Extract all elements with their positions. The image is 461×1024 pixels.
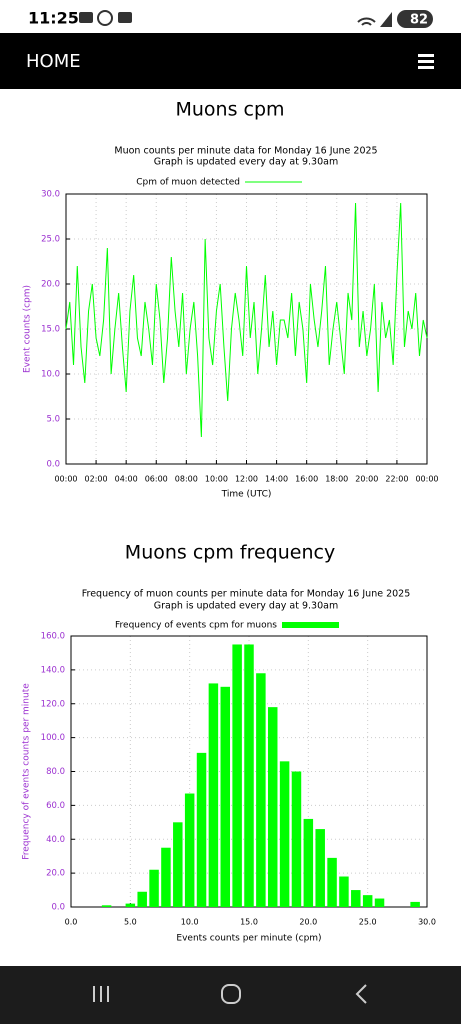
legend-label: Frequency of events cpm for muons bbox=[115, 621, 277, 631]
menu-button[interactable] bbox=[418, 54, 434, 69]
recents-button[interactable] bbox=[93, 986, 109, 1002]
histogram-bar bbox=[208, 683, 219, 907]
header-title[interactable]: HOME bbox=[26, 51, 81, 72]
y-axis-label: Event counts (cpm) bbox=[23, 285, 33, 373]
histogram-bar bbox=[256, 673, 266, 907]
histogram-bar bbox=[374, 898, 385, 907]
legend-swatch bbox=[282, 622, 339, 628]
x-tick-label: 18:00 bbox=[325, 475, 348, 484]
app-header bbox=[0, 33, 461, 89]
y-tick-label: 20.0 bbox=[46, 869, 65, 879]
histogram-bar bbox=[196, 752, 207, 907]
histogram-bar bbox=[291, 771, 302, 907]
histogram-bar bbox=[184, 793, 195, 907]
nav-bar bbox=[0, 966, 461, 1024]
x-axis-label: Time (UTC) bbox=[221, 490, 272, 500]
x-tick-label: 14:00 bbox=[265, 475, 288, 484]
y-tick-label: 140.0 bbox=[41, 665, 65, 675]
menu-line bbox=[418, 54, 434, 57]
x-tick-label: 20.0 bbox=[299, 918, 317, 927]
y-tick-label: 5.0 bbox=[46, 415, 60, 425]
battery-level: 82 bbox=[410, 13, 428, 28]
status-time: 11:25 bbox=[28, 9, 79, 28]
y-tick-label: 15.0 bbox=[41, 325, 60, 335]
y-tick-label: 10.0 bbox=[41, 370, 60, 380]
notification-icon bbox=[79, 12, 93, 23]
histogram-bar bbox=[315, 829, 325, 907]
histogram-bar bbox=[410, 901, 420, 907]
section-heading: Muons cpm frequency bbox=[125, 542, 335, 564]
chart-title: Frequency of muon counts per minute data… bbox=[82, 589, 411, 600]
notification-icon bbox=[118, 12, 132, 23]
chart: Muon counts per minute data for Monday 1… bbox=[23, 146, 439, 500]
y-tick-label: 100.0 bbox=[41, 733, 65, 743]
home-button[interactable] bbox=[221, 984, 241, 1004]
menu-line bbox=[418, 66, 434, 69]
histogram-bar bbox=[362, 895, 373, 907]
y-tick-label: 160.0 bbox=[41, 632, 65, 642]
x-tick-label: 22:00 bbox=[385, 475, 408, 484]
signal-icon bbox=[380, 12, 392, 27]
x-tick-label: 16:00 bbox=[295, 475, 318, 484]
chart: Frequency of muon counts per minute data… bbox=[22, 589, 436, 944]
chart-subtitle: Graph is updated every day at 9.30am bbox=[154, 601, 338, 612]
data-line bbox=[65, 202, 428, 438]
x-tick-label: 02:00 bbox=[85, 475, 108, 484]
x-tick-label: 10:00 bbox=[205, 475, 228, 484]
whatsapp-icon bbox=[97, 10, 113, 26]
histogram-bar bbox=[303, 818, 314, 907]
y-axis-label: Frequency of events counts per minute bbox=[22, 683, 32, 860]
x-tick-label: 0.0 bbox=[65, 918, 78, 927]
histogram-bar bbox=[327, 857, 337, 907]
x-tick-label: 5.0 bbox=[124, 918, 137, 927]
y-tick-label: 60.0 bbox=[46, 801, 65, 811]
x-tick-label: 06:00 bbox=[145, 475, 168, 484]
section-heading: Muons cpm bbox=[175, 99, 284, 121]
y-tick-label: 0.0 bbox=[51, 903, 65, 913]
x-tick-label: 25.0 bbox=[359, 918, 377, 927]
x-tick-label: 15.0 bbox=[240, 918, 258, 927]
y-tick-label: 80.0 bbox=[46, 767, 65, 777]
menu-line bbox=[418, 60, 434, 63]
x-tick-label: 00:00 bbox=[54, 475, 77, 484]
histogram-bar bbox=[149, 869, 159, 907]
histogram-bar bbox=[137, 891, 147, 907]
y-tick-label: 20.0 bbox=[41, 280, 60, 290]
histogram-bar bbox=[173, 822, 183, 907]
chart-subtitle: Graph is updated every day at 9.30am bbox=[154, 157, 338, 168]
histogram-bar bbox=[339, 876, 349, 907]
histogram-bar bbox=[244, 644, 254, 907]
histogram-bar bbox=[351, 890, 361, 907]
back-button[interactable] bbox=[355, 984, 367, 1004]
histogram-bar bbox=[232, 644, 242, 907]
histogram-bar bbox=[101, 905, 112, 907]
histogram-bar bbox=[267, 707, 278, 907]
y-tick-label: 40.0 bbox=[46, 835, 65, 845]
x-tick-label: 04:00 bbox=[115, 475, 138, 484]
wifi-icon bbox=[357, 17, 376, 26]
x-axis-label: Events counts per minute (cpm) bbox=[176, 934, 321, 944]
x-tick-label: 30.0 bbox=[418, 918, 436, 927]
x-tick-label: 08:00 bbox=[175, 475, 198, 484]
histogram-bar bbox=[220, 686, 231, 907]
x-tick-label: 20:00 bbox=[355, 475, 378, 484]
histogram-bar bbox=[125, 903, 136, 907]
y-tick-label: 120.0 bbox=[41, 699, 65, 709]
battery-icon bbox=[397, 10, 433, 28]
histogram-bar bbox=[279, 761, 290, 907]
legend-label: Cpm of muon detected bbox=[136, 178, 240, 188]
status-bar bbox=[0, 0, 461, 33]
y-tick-label: 30.0 bbox=[41, 190, 60, 200]
x-tick-label: 12:00 bbox=[235, 475, 258, 484]
chart-title: Muon counts per minute data for Monday 1… bbox=[114, 146, 377, 157]
histogram-bar bbox=[161, 847, 171, 907]
y-tick-label: 0.0 bbox=[46, 460, 60, 470]
x-tick-label: 10.0 bbox=[181, 918, 199, 927]
y-tick-label: 25.0 bbox=[41, 235, 60, 245]
x-tick-label: 00:00 bbox=[415, 475, 438, 484]
